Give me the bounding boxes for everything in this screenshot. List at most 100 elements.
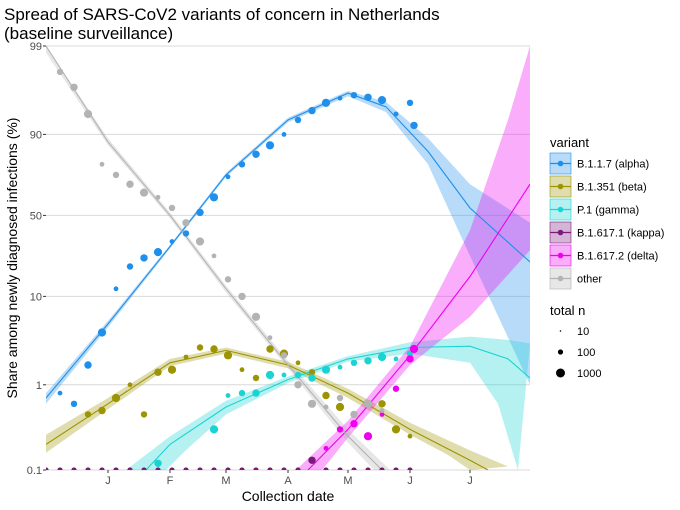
data-point (153, 248, 163, 257)
data-point (223, 351, 233, 360)
legend-dot (557, 229, 564, 236)
data-point (321, 365, 331, 374)
data-point (252, 150, 260, 158)
data-point (99, 161, 105, 167)
data-point (323, 445, 329, 451)
data-point (337, 364, 343, 370)
data-point (407, 433, 413, 439)
legend-label: other (577, 274, 602, 286)
data-point (364, 93, 372, 102)
data-point (225, 174, 231, 180)
data-point (321, 98, 331, 107)
data-point (71, 467, 77, 470)
legend-label: B.1.617.1 (kappa) (577, 228, 664, 240)
data-point (85, 467, 91, 470)
data-point (409, 344, 419, 354)
data-point (294, 371, 302, 379)
data-point (267, 467, 273, 470)
chart-subtitle: (baseline surveillance) (4, 24, 173, 43)
data-point (379, 467, 385, 470)
size-legend-title: total n (550, 303, 585, 318)
data-point (350, 420, 358, 428)
legend-key: B.1.1.7 (alpha) (549, 152, 649, 175)
y-tick-label: 10 (30, 291, 42, 303)
data-point (392, 385, 400, 392)
y-tick-label: 1 (36, 380, 42, 392)
data-point (183, 467, 189, 470)
data-point (209, 193, 219, 202)
data-point (364, 357, 372, 365)
data-point (211, 467, 217, 470)
data-point (56, 68, 64, 76)
legend-key: P.1 (gamma) (549, 198, 639, 221)
data-point (155, 467, 161, 470)
data-point (140, 254, 148, 262)
data-point (307, 399, 317, 408)
data-point (113, 286, 119, 292)
legend-key: B.1.617.2 (delta) (549, 244, 658, 267)
data-point (363, 399, 373, 408)
legend-label: B.1.351 (beta) (577, 182, 647, 194)
legend-label: P.1 (gamma) (577, 205, 639, 217)
data-point (410, 121, 418, 130)
data-point (377, 352, 387, 362)
data-point (238, 161, 246, 168)
data-point (238, 389, 246, 397)
legend-dot (557, 160, 564, 167)
data-point (140, 411, 148, 418)
data-point (84, 411, 92, 418)
data-point (350, 359, 358, 366)
data-point (363, 432, 373, 441)
fit-line-5 (46, 46, 383, 470)
data-point (337, 95, 343, 101)
data-point (294, 116, 302, 124)
data-point (379, 408, 385, 413)
y-tick-label: 50 (30, 210, 42, 222)
size-legend-label: 10 (577, 326, 589, 338)
data-point (281, 372, 287, 378)
plot-area (46, 46, 530, 470)
legend-label: B.1.617.2 (delta) (577, 251, 658, 263)
data-point (336, 426, 344, 433)
data-point (126, 263, 134, 270)
data-point (266, 345, 274, 353)
data-point (336, 394, 344, 402)
data-point (252, 374, 260, 382)
size-legend-dot (556, 368, 565, 378)
data-point (295, 467, 301, 470)
data-point (126, 180, 134, 188)
data-point (169, 239, 175, 244)
data-point (265, 141, 275, 150)
legend-dot (557, 275, 564, 282)
x-tick-label: A (284, 475, 292, 487)
data-point (322, 391, 330, 400)
data-point (406, 355, 414, 363)
fit-line-1 (46, 349, 489, 470)
legend-dot (557, 206, 564, 213)
legend-key: B.1.351 (beta) (549, 175, 647, 198)
data-point (252, 389, 260, 397)
data-point (308, 369, 316, 376)
data-point (365, 467, 371, 470)
size-legend-label: 1000 (577, 368, 601, 380)
data-point (154, 459, 162, 467)
data-point (183, 354, 189, 360)
chart-title: Spread of SARS-CoV2 variants of concern … (4, 5, 440, 24)
data-point (139, 188, 149, 197)
legend-dot (557, 252, 564, 259)
data-point (182, 230, 190, 237)
legend-dot (557, 183, 564, 190)
data-point (112, 171, 120, 179)
data-point (225, 467, 231, 470)
data-point (350, 92, 358, 99)
fit-line-2 (145, 345, 530, 470)
x-tick-label: M (221, 475, 230, 487)
data-point (391, 425, 401, 434)
data-point (127, 382, 133, 388)
legend-title: variant (550, 135, 589, 150)
data-point (209, 425, 219, 434)
data-point (280, 352, 288, 359)
x-tick-label: J (105, 475, 111, 487)
data-point (350, 410, 358, 419)
